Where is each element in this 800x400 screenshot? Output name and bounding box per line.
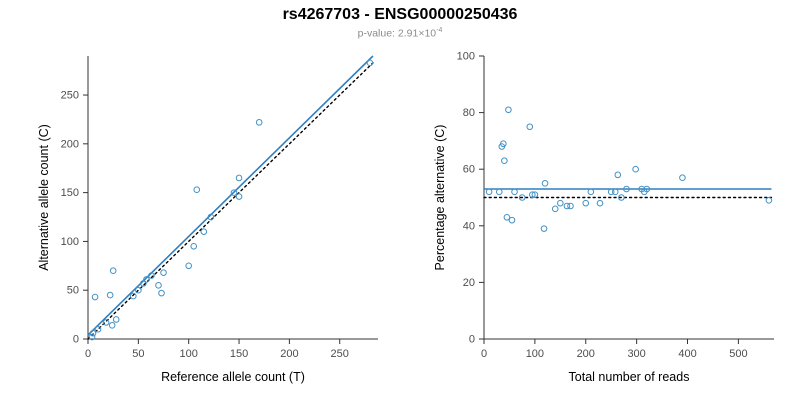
y-tick-label: 100 bbox=[61, 236, 79, 248]
scatter-point bbox=[106, 291, 114, 299]
scatter-point bbox=[102, 319, 110, 326]
scatter-point bbox=[679, 174, 686, 181]
scatter-point bbox=[623, 185, 630, 193]
scatter-point bbox=[108, 322, 116, 329]
x-axis-title: Total number of reads bbox=[569, 370, 690, 384]
scatter-point bbox=[207, 213, 215, 221]
scatter-point bbox=[541, 180, 549, 187]
scatter-point bbox=[235, 193, 243, 200]
scatter-point bbox=[611, 188, 619, 196]
scatter-point bbox=[614, 171, 622, 179]
scatter-point bbox=[765, 197, 773, 204]
x-tick-label: 400 bbox=[678, 348, 696, 360]
figure-header: rs4267703 - ENSG00000250436 p-value: 2.9… bbox=[0, 6, 800, 40]
scatter-point bbox=[200, 228, 208, 235]
x-tick-label: 50 bbox=[132, 348, 144, 360]
scatter-point bbox=[518, 194, 526, 201]
y-axis-title: Alternative allele count (C) bbox=[37, 124, 51, 271]
x-tick-label: 200 bbox=[280, 348, 298, 360]
y-tick-label: 100 bbox=[457, 51, 475, 63]
scatter-point bbox=[190, 242, 198, 250]
scatter-point bbox=[582, 199, 590, 207]
scatter-point bbox=[143, 276, 150, 283]
scatter-point bbox=[255, 119, 263, 126]
y-tick-label: 50 bbox=[67, 285, 79, 297]
scatter-point bbox=[501, 157, 508, 165]
scatter-point bbox=[88, 333, 96, 341]
x-tick-label: 100 bbox=[526, 348, 544, 360]
scatter-point bbox=[230, 189, 238, 196]
scatter-point bbox=[235, 174, 243, 182]
x-tick-label: 0 bbox=[85, 348, 91, 360]
scatter-point bbox=[540, 225, 548, 232]
scatter-point bbox=[485, 188, 493, 196]
scatter-point bbox=[91, 293, 99, 301]
scatter-point bbox=[505, 106, 512, 114]
x-tick-label: 100 bbox=[180, 348, 198, 360]
y-tick-label: 150 bbox=[61, 187, 79, 199]
x-axis-title: Reference allele count (T) bbox=[161, 370, 305, 384]
scatter-point bbox=[511, 188, 518, 196]
y-tick-label: 60 bbox=[463, 164, 475, 176]
scatter-point bbox=[563, 202, 571, 210]
pvalue-exponent: -4 bbox=[436, 27, 443, 34]
scatter-point bbox=[529, 191, 536, 198]
y-tick-label: 250 bbox=[61, 90, 79, 102]
x-tick-label: 500 bbox=[729, 348, 747, 360]
x-tick-label: 250 bbox=[331, 348, 349, 360]
pvalue-prefix: p-value: bbox=[357, 27, 398, 40]
scatter-point bbox=[185, 262, 192, 270]
scatter-point bbox=[531, 191, 539, 198]
figure-title: rs4267703 - ENSG00000250436 bbox=[282, 6, 518, 23]
y-tick-label: 0 bbox=[469, 334, 475, 346]
scatter-point bbox=[500, 140, 507, 148]
scatter-point bbox=[596, 199, 604, 207]
scatter-point bbox=[366, 59, 374, 67]
x-tick-label: 300 bbox=[627, 348, 645, 360]
scatter-point bbox=[148, 272, 155, 279]
scatter-point bbox=[643, 185, 651, 193]
y-tick-label: 80 bbox=[463, 107, 475, 119]
scatter-point bbox=[130, 292, 137, 300]
scatter-point bbox=[94, 325, 102, 333]
y-tick-label: 200 bbox=[61, 138, 79, 150]
y-tick-label: 40 bbox=[463, 220, 475, 232]
scatter-point bbox=[557, 199, 564, 207]
pvalue-mantissa: 2.91×10 bbox=[397, 27, 437, 40]
x-tick-label: 150 bbox=[230, 348, 248, 360]
right-scatter-chart: 0 100 200 300 400 500 0 20 40 60 80 100 Total number… bbox=[433, 51, 774, 384]
y-tick-label: 20 bbox=[463, 277, 475, 289]
y-tick-label: 0 bbox=[73, 334, 79, 346]
scatter-point bbox=[135, 286, 142, 294]
scatter-point bbox=[503, 214, 511, 221]
scatter-point bbox=[551, 205, 559, 213]
x-tick-label: 0 bbox=[481, 348, 487, 360]
x-tick-label: 200 bbox=[577, 348, 595, 360]
scatter-point bbox=[618, 194, 625, 201]
scatter-point bbox=[112, 316, 120, 323]
plot-area bbox=[87, 55, 374, 341]
scatter-point bbox=[567, 202, 574, 210]
regression-line bbox=[87, 55, 374, 336]
scatter-point bbox=[158, 289, 165, 297]
scatter-point bbox=[155, 282, 162, 289]
left-scatter-chart: 0 50 100 150 200 250 0 50 100 150 200 250 Reference … bbox=[37, 55, 378, 384]
scatter-point bbox=[495, 188, 503, 196]
scatter-point bbox=[632, 165, 639, 173]
figure-subtitle: p-value: 2.91×10-4 bbox=[0, 27, 800, 40]
y-axis-title: Percentage alternative (C) bbox=[433, 125, 447, 271]
scatter-point bbox=[160, 269, 167, 276]
scatter-point bbox=[109, 267, 117, 274]
scatter-point bbox=[193, 186, 201, 193]
scatter-point bbox=[587, 188, 595, 196]
identity-line bbox=[87, 62, 374, 340]
scatter-point bbox=[508, 216, 516, 224]
scatter-point bbox=[607, 188, 615, 196]
scatter-point bbox=[89, 329, 97, 337]
scatter-point bbox=[526, 123, 534, 131]
plot-area bbox=[483, 106, 773, 232]
